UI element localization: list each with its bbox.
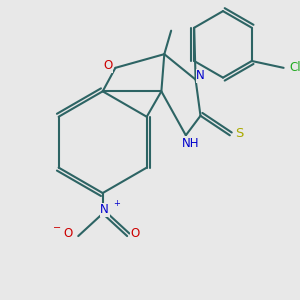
Text: O: O xyxy=(64,226,73,240)
Text: O: O xyxy=(103,59,112,72)
Text: NH: NH xyxy=(182,137,200,150)
Text: N: N xyxy=(196,69,205,82)
Text: +: + xyxy=(113,199,120,208)
Text: N: N xyxy=(100,203,109,216)
Text: Cl: Cl xyxy=(290,61,300,74)
Text: S: S xyxy=(236,127,244,140)
Text: −: − xyxy=(53,223,61,233)
Text: O: O xyxy=(130,226,140,240)
